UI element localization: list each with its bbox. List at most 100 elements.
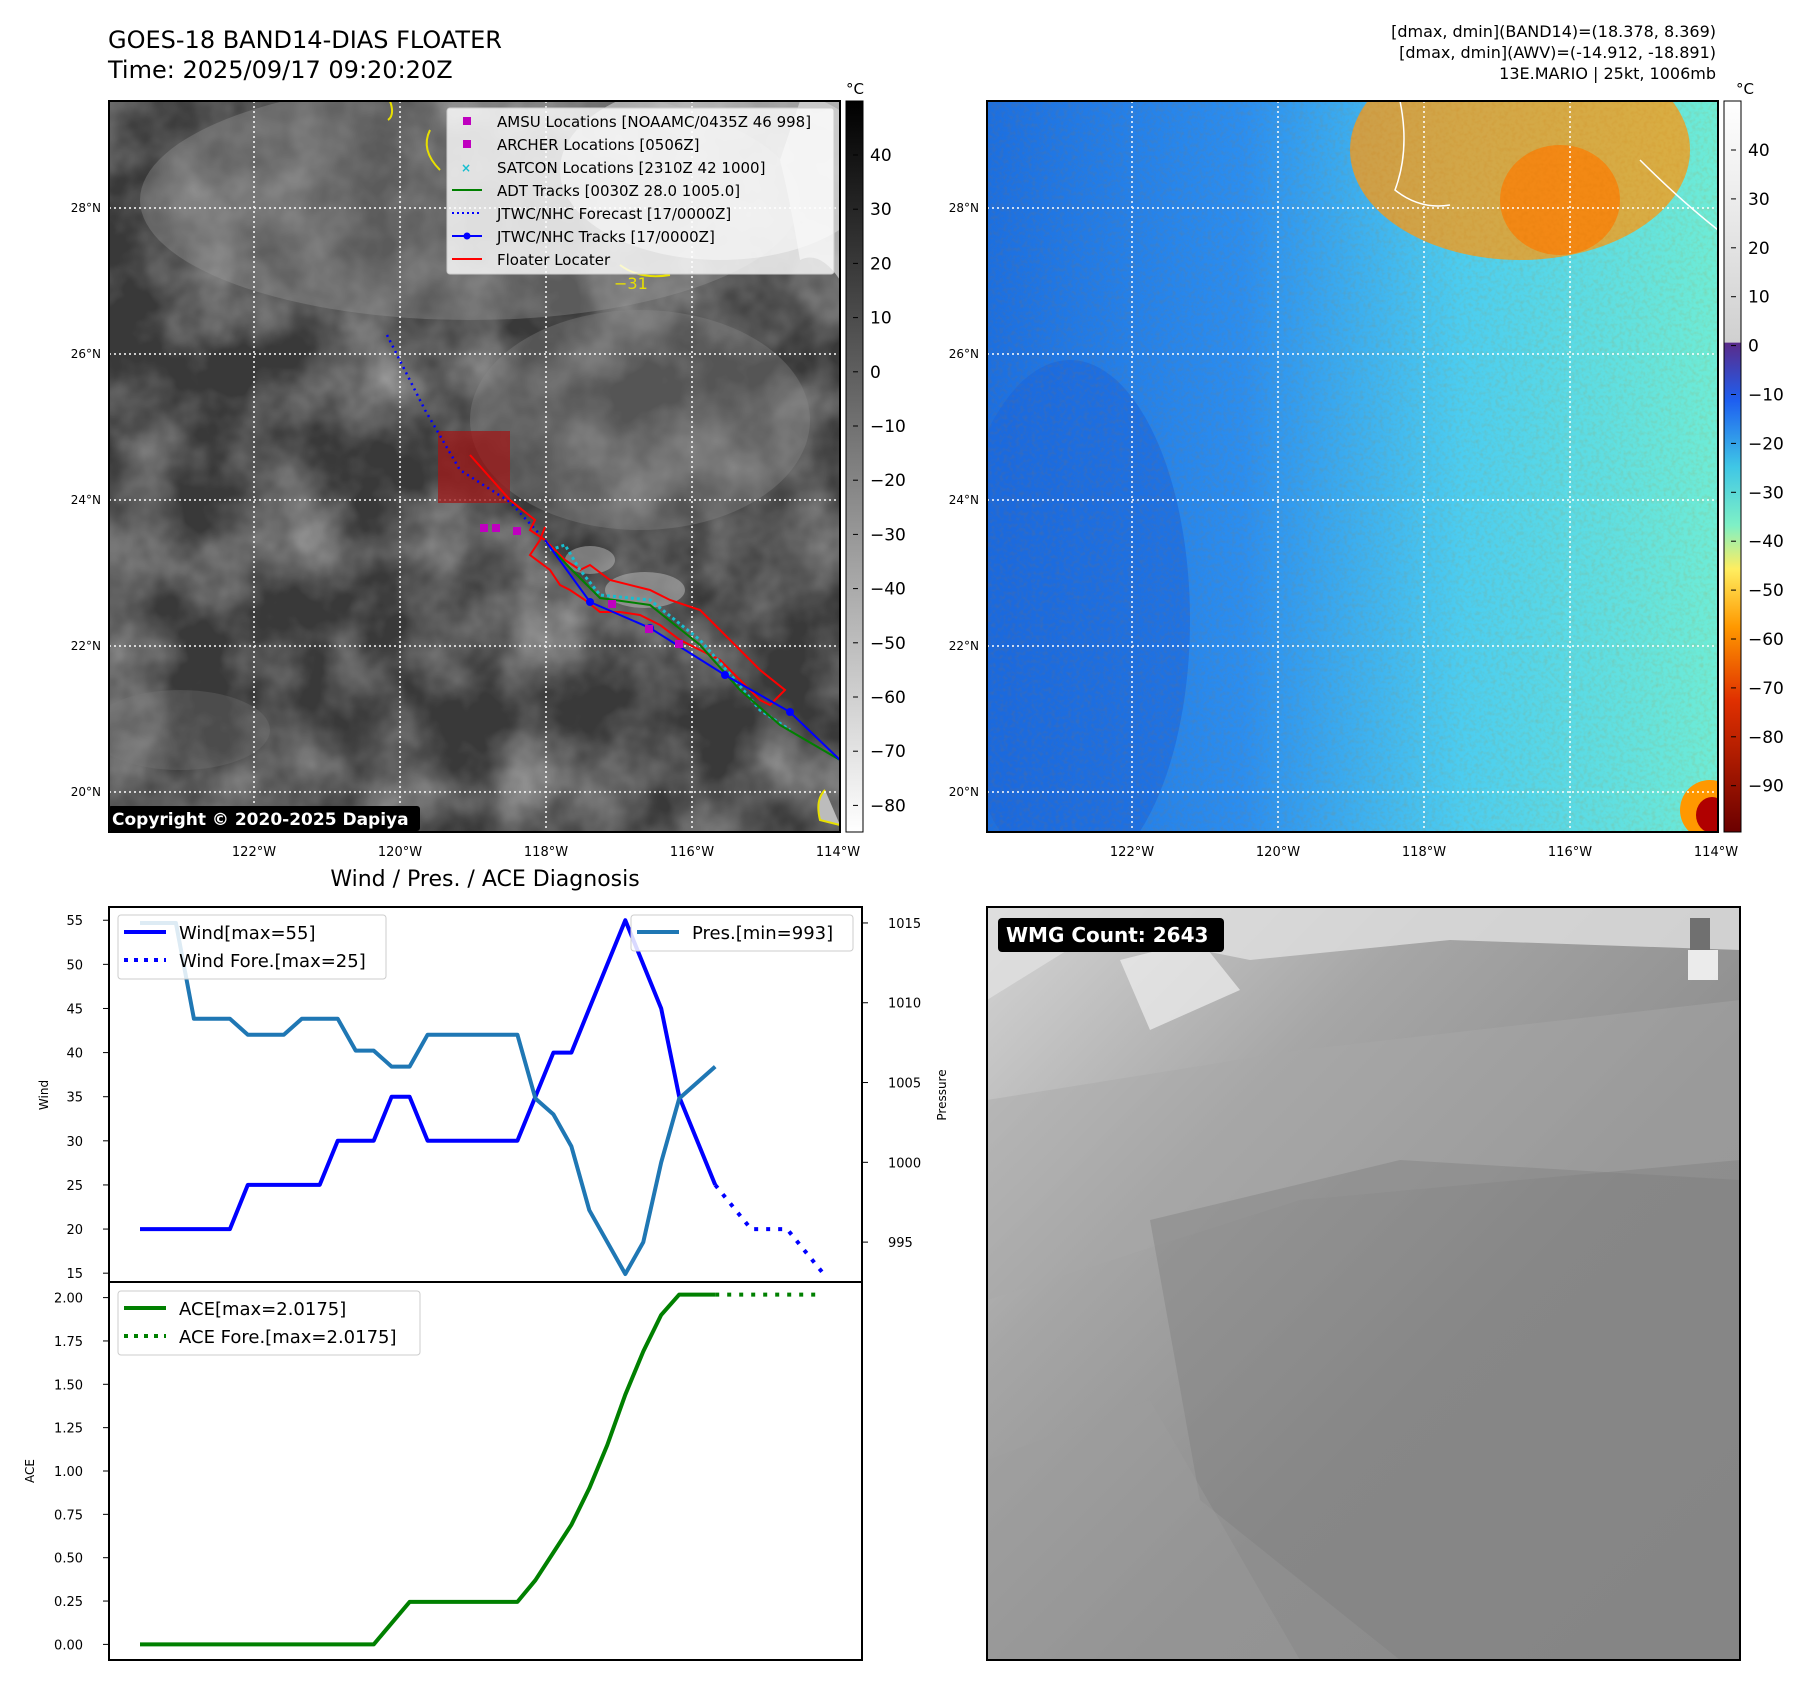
series-pres-min-993- (140, 921, 717, 1276)
wind-ytick: 50 (66, 958, 83, 973)
awv-gridlines (987, 101, 1718, 832)
awv-colorbar-tick: 40 (1748, 141, 1770, 161)
copyright-box (108, 806, 420, 831)
series-wind-fore-max-25- (713, 1183, 825, 1275)
ace-ytick: 1.50 (54, 1378, 83, 1393)
series-ace-max-2-0175- (140, 1292, 716, 1647)
legend-amsu-label: AMSU Locations [NOAAMC/0435Z 46 998] (497, 113, 811, 131)
ace-ytick: 0.00 (54, 1638, 83, 1653)
ir-lat-20: 20°N (71, 785, 101, 799)
awv-colorbar-tick: 10 (1748, 288, 1770, 308)
awv-lat-labels: 28°N 26°N 24°N 22°N 20°N (949, 201, 979, 799)
legend-floater-label: Floater Locater (497, 251, 611, 269)
ace-ytick: 0.25 (54, 1595, 83, 1610)
wmg-dark-pixel (1690, 918, 1710, 950)
wind-ylabel: Wind (37, 1080, 51, 1110)
ir-colorbar-tick: −20 (870, 471, 906, 491)
ir-colorbar-tick: −50 (870, 634, 906, 654)
ir-lon-116: 116°W (670, 845, 714, 860)
legend-amsu-marker (463, 117, 471, 125)
ir-colorbar: °C 40 30 20 10 0 −10 −20 −30 −40 −50 −60 −70 −80 (845, 80, 906, 833)
floater-locater-track (469, 454, 787, 707)
ace-ytick: 0.50 (54, 1552, 83, 1567)
legend-ace-forecast-label: ACE Fore.[max=2.0175] (179, 1327, 397, 1348)
ir-lon-122: 122°W (232, 845, 276, 860)
pressure-ytick: 1015 (888, 917, 921, 932)
awv-colorbar-tick: 0 (1748, 337, 1759, 357)
info-band14: [dmax, dmin](BAND14)=(18.378, 8.369) (1391, 22, 1716, 41)
legend-jtwc-label: JTWC/NHC Tracks [17/0000Z] (496, 228, 715, 246)
ir-colorbar-tick: 40 (870, 146, 892, 166)
awv-colorbar-tick: −50 (1748, 581, 1784, 601)
ir-lon-118: 118°W (524, 845, 568, 860)
pressure-ytick: 995 (888, 1236, 913, 1251)
awv-colorbar-tick: −70 (1748, 679, 1784, 699)
legend-satcon-label: SATCON Locations [2310Z 42 1000] (497, 159, 765, 177)
ir-lat-26: 26°N (71, 347, 101, 361)
pressure-legend: Pres.[min=993] (630, 914, 854, 952)
awv-colorbar-tick: −60 (1748, 630, 1784, 650)
legend-pressure-label: Pres.[min=993] (692, 923, 833, 944)
ir-colorbar-tick: −80 (870, 796, 906, 816)
legend-archer-marker (463, 140, 471, 148)
wind-ytick: 40 (66, 1047, 83, 1062)
ace-ytick: 1.75 (54, 1335, 83, 1350)
awv-lat-24: 24°N (949, 493, 979, 507)
awv-colorbar-tick: −10 (1748, 386, 1784, 406)
wind-pressure-chart: 15 20 25 30 35 40 45 50 55 995 1000 1005 1010 1015 W… (37, 906, 949, 1283)
amsu-archer-locations (480, 524, 683, 648)
floater-box (438, 431, 510, 503)
awv-colorbar-tick: −40 (1748, 532, 1784, 552)
ir-lon-120: 120°W (378, 845, 422, 860)
awv-lon-120: 120°W (1256, 845, 1300, 860)
legend-ace-label: ACE[max=2.0175] (179, 1299, 346, 1320)
ace-ytick: 1.25 (54, 1422, 83, 1437)
wind-ytick: 30 (66, 1135, 83, 1150)
jtwc-track (544, 539, 841, 761)
copyright-text: Copyright © 2020-2025 Dapiya (112, 810, 409, 830)
ace-ylabel: ACE (23, 1459, 37, 1483)
ir-lon-114: 114°W (816, 845, 860, 860)
ir-lat-28: 28°N (71, 201, 101, 215)
wmg-frame (986, 906, 1741, 1661)
ir-colorbar-unit: °C (846, 80, 864, 98)
awv-colorbar-tick: 30 (1748, 190, 1770, 210)
wind-ytick: 20 (66, 1223, 83, 1238)
ir-lat-labels: 28°N 26°N 24°N 22°N 20°N (71, 201, 101, 799)
ir-colorbar-tick: 20 (870, 254, 892, 274)
ace-ytick: 0.75 (54, 1508, 83, 1523)
wind-ytick: 35 (66, 1091, 83, 1106)
ir-colorbar-tick: −70 (870, 742, 906, 762)
ir-lat-24: 24°N (71, 493, 101, 507)
wind-ytick: 15 (66, 1267, 83, 1282)
ace-legend: ACE[max=2.0175] ACE Fore.[max=2.0175] (117, 1290, 421, 1356)
ace-ytick: 2.00 (54, 1292, 83, 1307)
legend-wind-label: Wind[max=55] (179, 923, 316, 944)
awv-lon-116: 116°W (1548, 845, 1592, 860)
awv-lon-114: 114°W (1694, 845, 1738, 860)
ir-colorbar-tick: 30 (870, 200, 892, 220)
pressure-ytick: 1000 (888, 1156, 921, 1171)
ir-map-legend: × AMSU Locations [NOAAMC/0435Z 46 998] A… (446, 107, 835, 275)
awv-lon-118: 118°W (1402, 845, 1446, 860)
wmg-image (987, 907, 1740, 1660)
adt-track (554, 551, 841, 761)
awv-colorbar-tick: −80 (1748, 728, 1784, 748)
awv-lon-labels: 122°W 120°W 118°W 116°W 114°W (1110, 845, 1738, 860)
wind-ytick: 45 (66, 1002, 83, 1017)
awv-colorbar-tick: −20 (1748, 434, 1784, 454)
pressure-ytick: 1005 (888, 1077, 921, 1092)
awv-lat-20: 20°N (949, 785, 979, 799)
info-awv: [dmax, dmin](AWV)=(-14.912, -18.891) (1399, 43, 1716, 62)
ir-colorbar-tick: −10 (870, 417, 906, 437)
legend-archer-label: ARCHER Locations [0506Z] (497, 136, 700, 154)
ir-colorbar-tick: −60 (870, 688, 906, 708)
wind-ytick: 25 (66, 1179, 83, 1194)
ace-chart: 0.00 0.25 0.50 0.75 1.00 1.25 1.50 1.75 2.00 ACE… (23, 1281, 863, 1661)
awv-colorbar: °C 40 30 20 10 0 −10 −20 −30 −40 −50 −60 −70 −80 −90 (1723, 80, 1784, 833)
ir-lon-labels: 122°W 120°W 118°W 116°W 114°W (232, 845, 860, 860)
awv-lat-28: 28°N (949, 201, 979, 215)
contour-label: −31 (614, 274, 648, 293)
awv-colorbar-unit: °C (1736, 80, 1754, 98)
